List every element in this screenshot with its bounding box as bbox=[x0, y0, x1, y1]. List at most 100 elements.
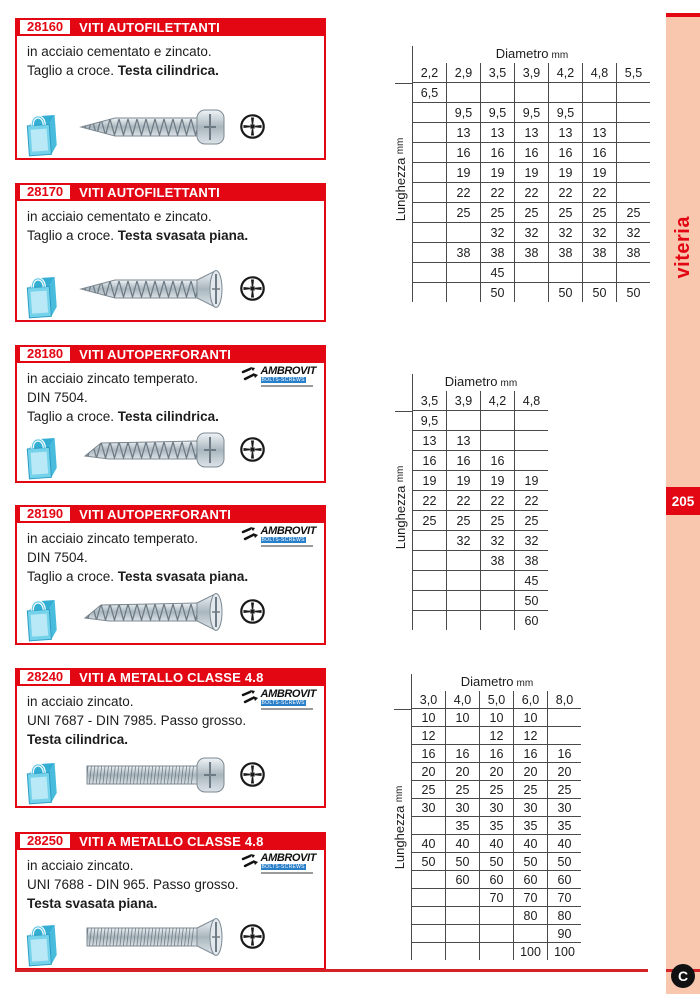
length-value-cell: 80 bbox=[547, 906, 581, 925]
diameter-column-header: 4,2 bbox=[548, 63, 583, 83]
length-value-cell bbox=[548, 262, 583, 283]
length-value-cell bbox=[446, 222, 481, 243]
length-value-cell bbox=[446, 590, 481, 611]
length-value-cell: 50 bbox=[480, 282, 515, 302]
length-value-cell bbox=[446, 550, 481, 571]
product-block-28190: 28190 VITI AUTOPERFORANTI AMBROVIT BOLTS-… bbox=[15, 505, 326, 645]
product-code-badge: 28180 bbox=[20, 347, 71, 361]
length-value-cell: 80 bbox=[513, 906, 548, 925]
length-value-cell bbox=[582, 102, 617, 123]
length-value-cell: 19 bbox=[548, 162, 583, 183]
length-value-cell: 16 bbox=[480, 450, 515, 471]
product-title: VITI AUTOPERFORANTI bbox=[79, 506, 232, 522]
diameter-column-header: 8,0 bbox=[547, 691, 581, 709]
length-value-cell: 16 bbox=[547, 744, 581, 763]
product-header: 28160 VITI AUTOFILETTANTI bbox=[17, 18, 324, 36]
length-value-cell: 13 bbox=[480, 122, 515, 143]
length-value-cell: 38 bbox=[514, 550, 548, 571]
header-rule-extension bbox=[395, 83, 413, 84]
blue-bin-icon bbox=[23, 433, 59, 483]
length-value-cell: 35 bbox=[445, 816, 480, 835]
phillips-cross-icon bbox=[239, 436, 266, 463]
length-value-cell: 25 bbox=[413, 510, 447, 531]
length-value-cell: 13 bbox=[446, 430, 481, 451]
screw-photo bbox=[75, 589, 227, 635]
length-value-cell: 16 bbox=[446, 142, 481, 163]
length-value-cell bbox=[413, 222, 447, 243]
length-value-cell bbox=[413, 182, 447, 203]
length-value-cell bbox=[413, 142, 447, 163]
length-value-cell: 30 bbox=[412, 798, 446, 817]
length-value-cell bbox=[616, 102, 650, 123]
length-value-cell bbox=[616, 142, 650, 163]
length-value-cell bbox=[446, 262, 481, 283]
diameter-axis-label: Diametro mm bbox=[495, 46, 569, 61]
length-value-cell: 9,5 bbox=[446, 102, 481, 123]
length-value-cell: 25 bbox=[513, 780, 548, 799]
category-sidebar: viteria 205 C bbox=[666, 13, 700, 994]
product-block-28180: 28180 VITI AUTOPERFORANTI AMBROVIT BOLTS-… bbox=[15, 345, 326, 483]
length-value-cell: 25 bbox=[446, 510, 481, 531]
product-block-28160: 28160 VITI AUTOFILETTANTI in acciaio cem… bbox=[15, 18, 326, 160]
length-value-cell: 32 bbox=[514, 222, 549, 243]
length-value-cell bbox=[445, 726, 480, 745]
length-axis-label: Lunghezzamm bbox=[393, 466, 408, 550]
diameter-column-header: 5,5 bbox=[616, 63, 650, 83]
screw-photo bbox=[75, 427, 227, 473]
length-value-cell: 25 bbox=[480, 510, 515, 531]
length-value-cell: 50 bbox=[547, 852, 581, 871]
product-title: VITI A METALLO CLASSE 4.8 bbox=[79, 669, 264, 685]
diameter-column-header: 3,5 bbox=[420, 393, 439, 408]
length-value-cell: 60 bbox=[445, 870, 480, 889]
length-value-cell bbox=[616, 182, 650, 203]
length-value-cell: 40 bbox=[479, 834, 514, 853]
length-value-cell bbox=[412, 942, 446, 960]
length-value-cell: 9,5 bbox=[480, 102, 515, 123]
length-value-cell bbox=[582, 262, 617, 283]
length-value-cell: 19 bbox=[480, 162, 515, 183]
length-value-cell bbox=[413, 162, 447, 183]
length-value-cell bbox=[547, 708, 581, 727]
length-value-cell: 19 bbox=[446, 470, 481, 491]
length-value-cell bbox=[413, 122, 447, 143]
length-value-cell: 6,5 bbox=[413, 82, 447, 103]
ambrovit-logo: AMBROVIT BOLTS-SCREWS bbox=[241, 689, 316, 710]
length-value-cell bbox=[412, 906, 446, 925]
length-value-cell bbox=[514, 282, 549, 302]
length-value-cell: 20 bbox=[412, 762, 446, 781]
length-value-cell: 19 bbox=[514, 162, 549, 183]
blue-bin-icon bbox=[23, 920, 59, 970]
length-value-cell: 30 bbox=[547, 798, 581, 817]
category-label: viteria bbox=[672, 216, 694, 279]
length-value-cell bbox=[413, 590, 447, 611]
length-value-cell bbox=[480, 82, 515, 103]
length-value-cell: 32 bbox=[616, 222, 650, 243]
length-value-cell bbox=[616, 262, 650, 283]
length-value-cell bbox=[547, 726, 581, 745]
length-value-cell: 100 bbox=[547, 942, 581, 960]
length-value-cell bbox=[412, 816, 446, 835]
product-media bbox=[17, 583, 324, 642]
length-value-cell bbox=[446, 570, 481, 591]
product-title: VITI AUTOFILETTANTI bbox=[79, 184, 220, 200]
length-value-cell bbox=[480, 570, 515, 591]
size-table-autofilettanti: Diametro mm Lunghezzamm 2,2 2,9 3,5 3,9 4,2 4,… bbox=[393, 46, 651, 302]
product-media bbox=[17, 421, 324, 480]
length-value-cell: 90 bbox=[547, 924, 581, 943]
phillips-cross-icon bbox=[239, 923, 266, 950]
diameter-column-header: 4,2 bbox=[480, 391, 515, 411]
length-value-cell: 16 bbox=[413, 450, 447, 471]
length-value-cell: 19 bbox=[582, 162, 617, 183]
screw-photo bbox=[75, 266, 227, 312]
diameter-column-header: 6,0 bbox=[513, 691, 548, 709]
length-value-cell: 22 bbox=[514, 182, 549, 203]
product-media bbox=[17, 260, 324, 319]
length-value-cell: 25 bbox=[412, 780, 446, 799]
length-value-cell bbox=[480, 430, 515, 451]
product-media bbox=[17, 98, 324, 157]
length-value-cell: 22 bbox=[480, 490, 515, 511]
length-value-cell: 16 bbox=[513, 744, 548, 763]
screws-glyph-icon bbox=[241, 690, 258, 704]
length-value-cell: 50 bbox=[479, 852, 514, 871]
product-header: 28180 VITI AUTOPERFORANTI bbox=[17, 345, 324, 363]
